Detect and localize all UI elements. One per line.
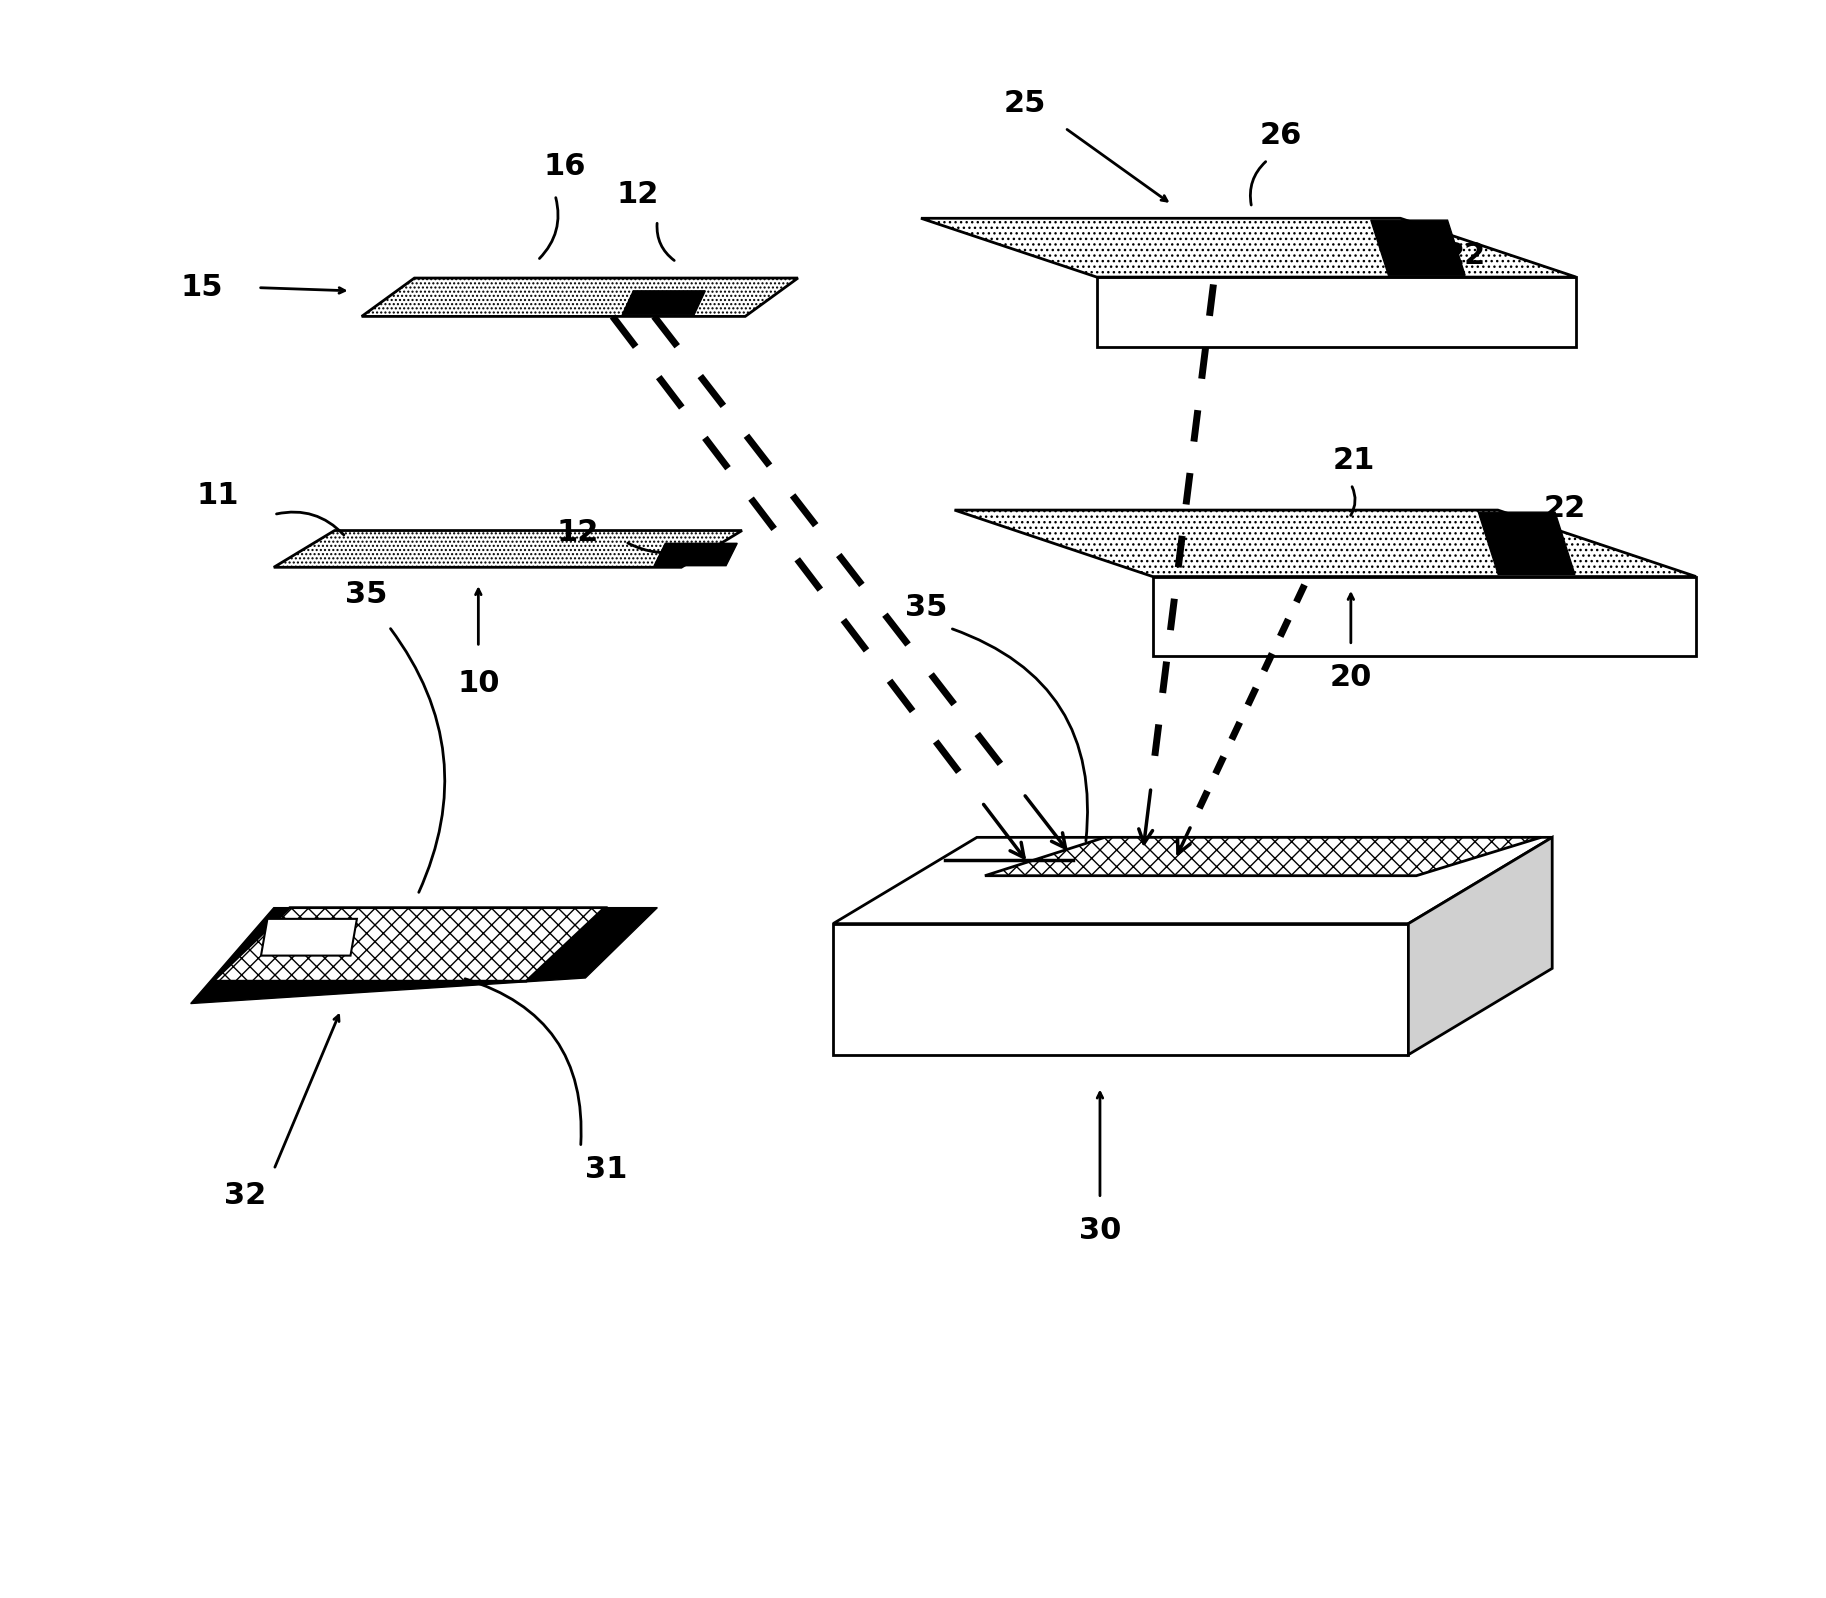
Polygon shape [1408,837,1552,1055]
Text: 35: 35 [345,580,387,609]
Text: 12: 12 [557,518,599,547]
Text: 32: 32 [225,1181,267,1210]
Text: 31: 31 [584,1155,628,1184]
Polygon shape [261,919,356,956]
Polygon shape [274,531,741,567]
Polygon shape [955,510,1696,577]
Text: 16: 16 [544,152,586,181]
Text: 20: 20 [1329,663,1371,692]
Polygon shape [623,291,705,315]
Text: 26: 26 [1260,121,1302,150]
Polygon shape [1371,221,1464,275]
Text: 15: 15 [181,273,223,302]
Text: 22: 22 [1443,241,1485,270]
Text: 35: 35 [904,593,948,622]
Polygon shape [920,219,1576,276]
Polygon shape [1097,276,1576,347]
Polygon shape [833,924,1408,1055]
Polygon shape [984,837,1541,876]
Polygon shape [1152,577,1696,657]
Text: 11: 11 [197,481,239,510]
Polygon shape [654,543,738,566]
Text: 25: 25 [1004,89,1046,118]
Polygon shape [214,908,604,981]
Text: 22: 22 [1543,494,1587,523]
Polygon shape [833,837,1552,924]
Polygon shape [190,908,657,1004]
Text: 30: 30 [1079,1216,1121,1245]
Text: 12: 12 [617,181,659,209]
Text: 21: 21 [1333,446,1375,475]
Polygon shape [1479,511,1574,574]
Text: 10: 10 [456,670,500,698]
Polygon shape [362,278,798,316]
